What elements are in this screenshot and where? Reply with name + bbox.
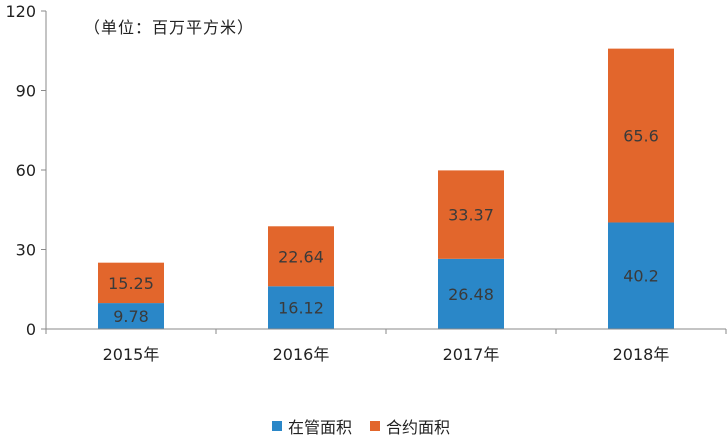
y-tick-label-3: 90 xyxy=(16,82,36,101)
legend-swatch-managed xyxy=(272,421,282,431)
x-tick-label-3: 2018年 xyxy=(613,345,670,364)
bar-contracted-1 xyxy=(268,226,334,287)
legend-item-contracted: 合约面积 xyxy=(370,414,450,438)
legend: 在管面积 合约面积 xyxy=(272,414,450,438)
bar-managed-0 xyxy=(98,303,164,329)
data-label-managed-2: 26.48 xyxy=(448,285,494,304)
bar-contracted-0 xyxy=(98,262,164,304)
legend-label-contracted: 合约面积 xyxy=(386,418,451,437)
y-tick-label-2: 60 xyxy=(16,161,36,180)
axes-layer: 2015年 2016年 2017年 2018年 0 30 60 90 120 xyxy=(5,2,727,364)
bar-managed-1 xyxy=(268,286,334,329)
data-label-contracted-0: 15.25 xyxy=(108,274,154,293)
legend-swatch-contracted xyxy=(370,421,381,431)
data-label-contracted-3: 65.6 xyxy=(623,127,659,146)
bar-managed-2 xyxy=(438,258,504,329)
x-tick-label-1: 2016年 xyxy=(273,345,330,364)
bar-contracted-3 xyxy=(608,48,674,223)
bar-contracted-2 xyxy=(438,170,504,259)
data-labels-layer: 9.78 15.25 16.12 22.64 26.48 33.37 40.2 65.6 xyxy=(108,127,659,326)
y-tick-label-1: 30 xyxy=(16,241,36,260)
legend-item-managed: 在管面积 xyxy=(272,414,352,438)
legend-label-managed: 在管面积 xyxy=(288,418,353,437)
y-tick-label-4: 120 xyxy=(5,2,36,21)
data-label-managed-0: 9.78 xyxy=(113,307,149,326)
unit-note: （单位：百万平方米） xyxy=(84,18,255,37)
data-label-managed-1: 16.12 xyxy=(278,299,324,318)
x-tick-label-2: 2017年 xyxy=(443,345,500,364)
bar-managed-3 xyxy=(608,222,674,329)
data-label-contracted-2: 33.37 xyxy=(448,206,494,225)
data-label-contracted-1: 22.64 xyxy=(278,247,324,266)
x-tick-label-0: 2015年 xyxy=(103,345,160,364)
bars-layer xyxy=(98,48,674,329)
y-tick-label-0: 0 xyxy=(26,320,36,339)
data-label-managed-3: 40.2 xyxy=(623,267,659,286)
